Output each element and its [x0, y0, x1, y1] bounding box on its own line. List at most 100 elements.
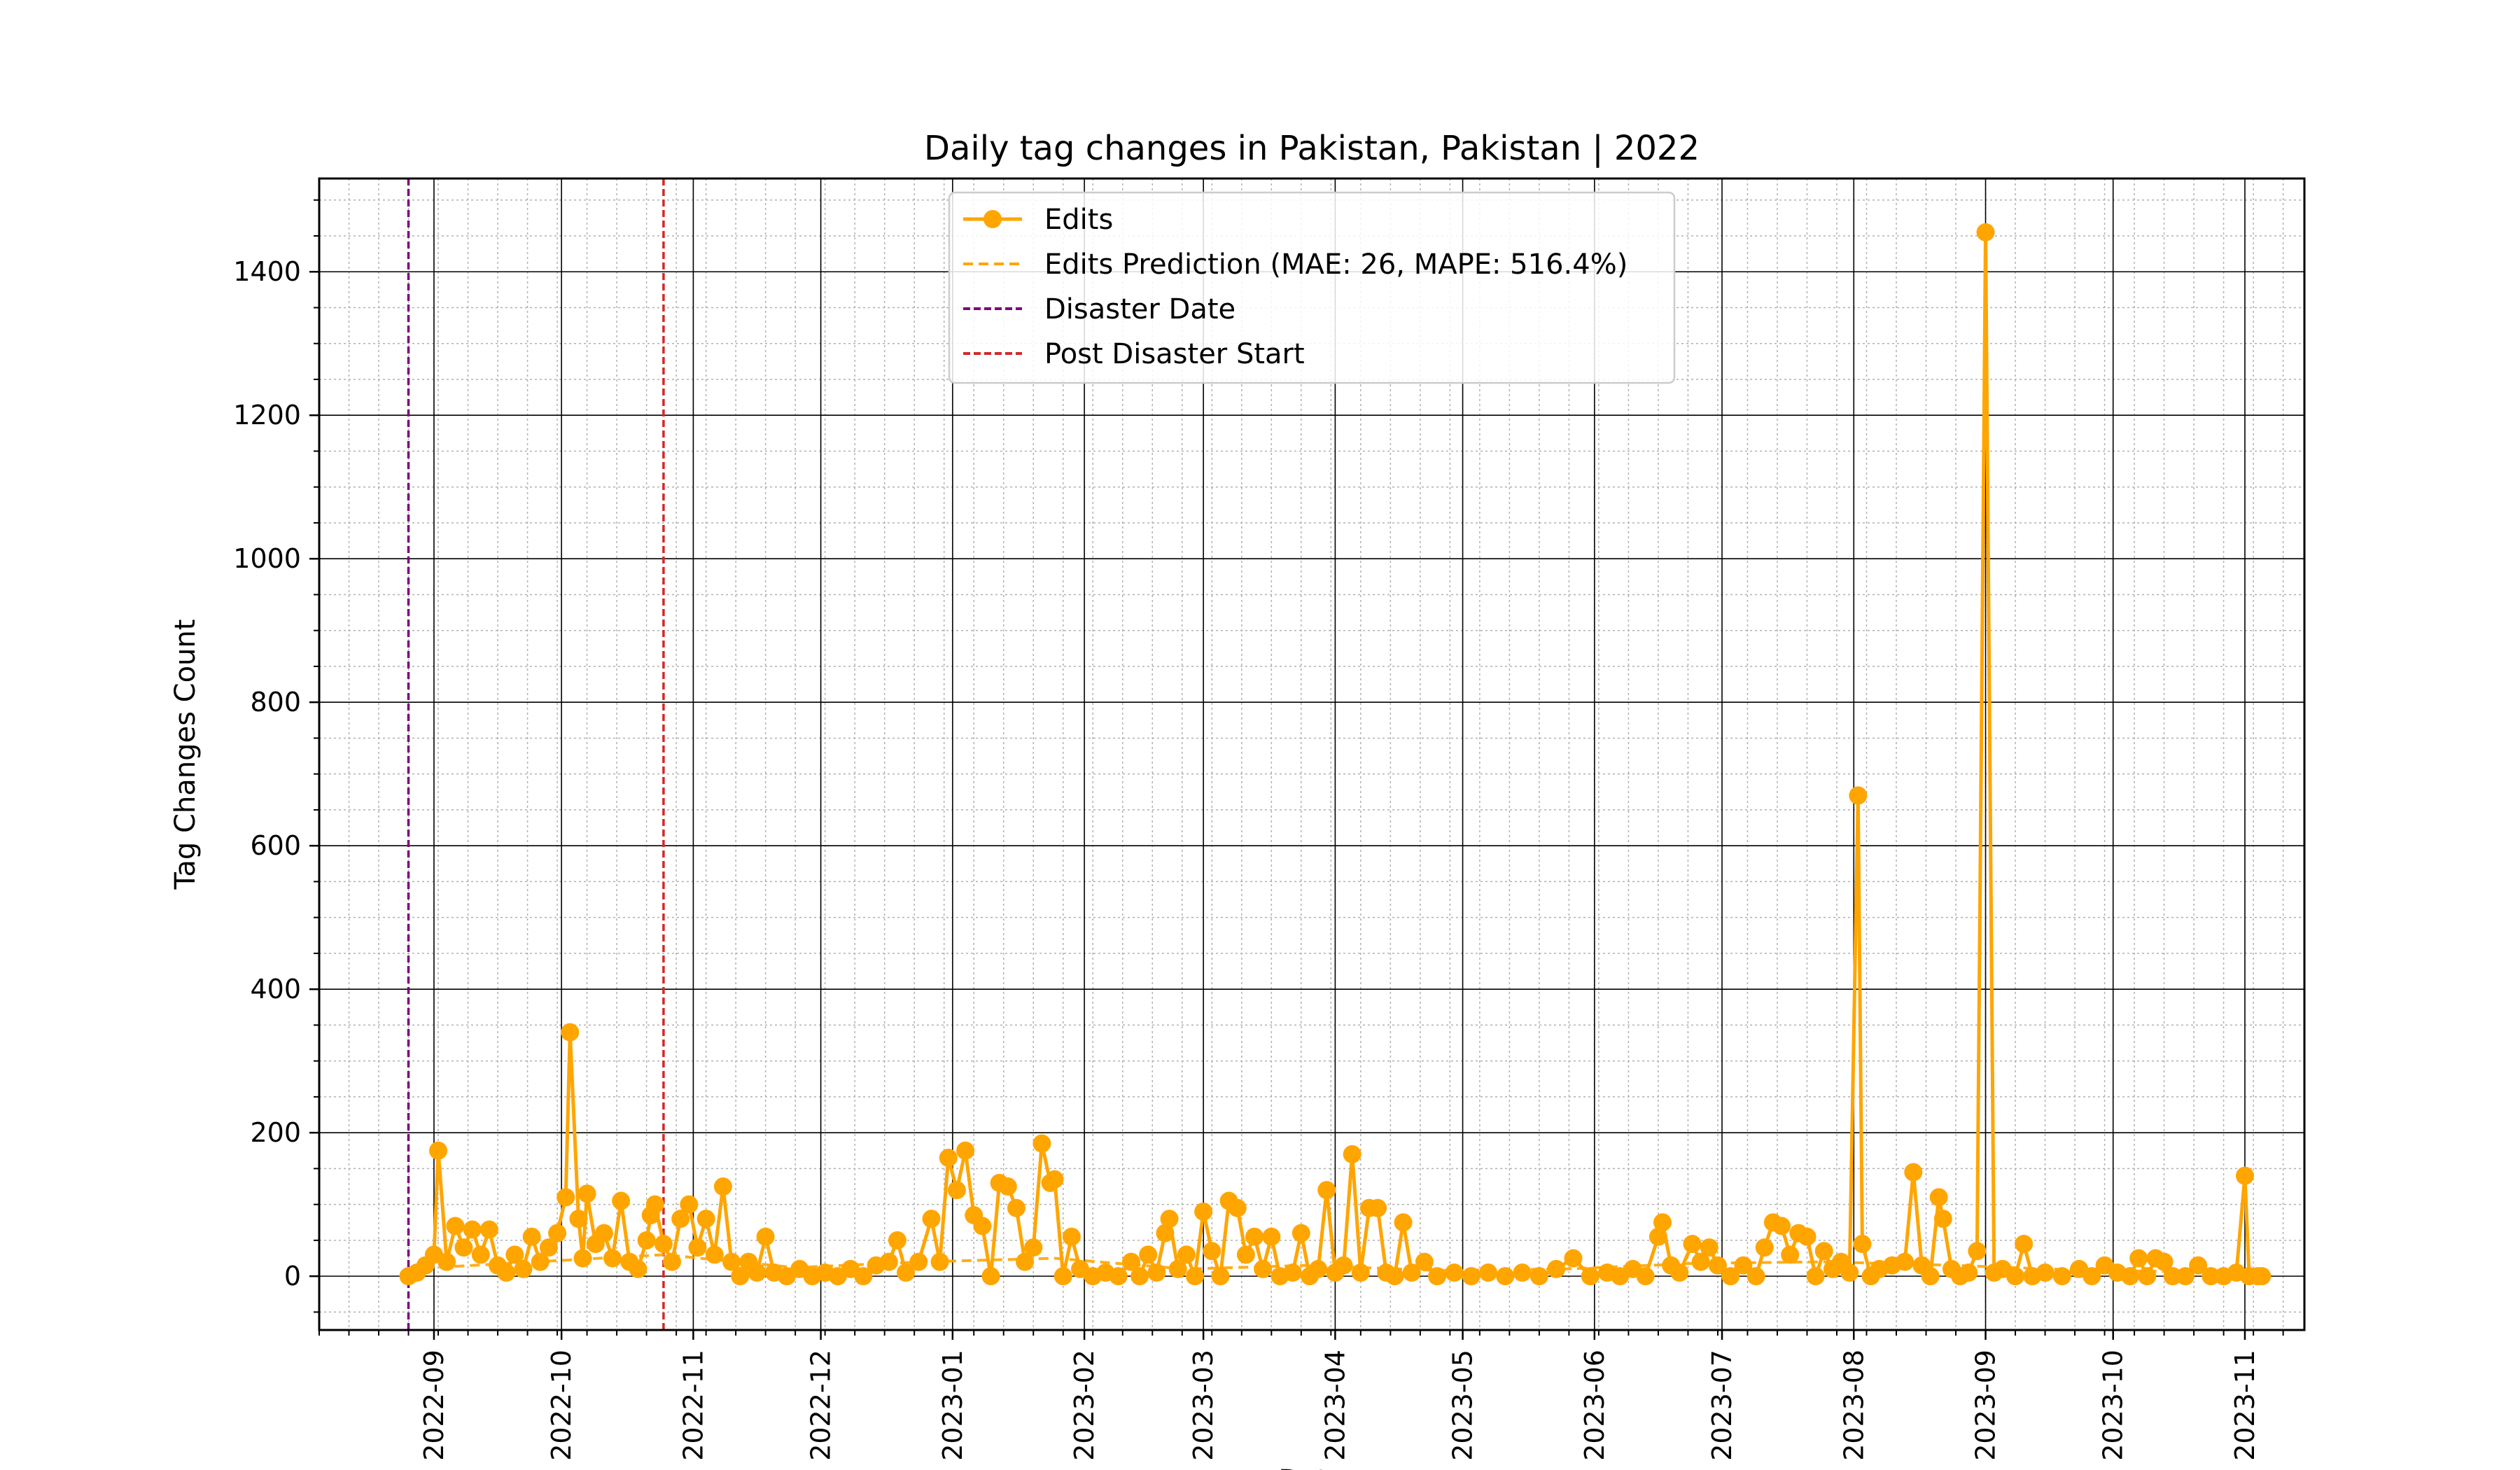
edits-data-point — [930, 1252, 949, 1271]
edits-data-point — [1853, 1235, 1872, 1254]
x-tick-label: 2022-12 — [806, 1350, 836, 1461]
edits-data-point — [1203, 1242, 1222, 1261]
edits-data-point — [1896, 1252, 1914, 1271]
y-tick-label: 1400 — [233, 256, 301, 287]
edits-data-point — [1109, 1267, 1128, 1286]
edits-data-point — [722, 1252, 741, 1271]
y-tick-label: 1000 — [233, 543, 301, 574]
edits-data-point — [1428, 1267, 1447, 1286]
series-layer — [399, 223, 2272, 1286]
x-tick-label: 2023-10 — [2098, 1350, 2129, 1461]
edits-data-point — [888, 1231, 906, 1250]
edits-data-point — [429, 1141, 448, 1160]
x-tick-label: 2023-11 — [2230, 1350, 2260, 1461]
edits-data-point — [1968, 1242, 1987, 1261]
edits-data-point — [2235, 1166, 2254, 1185]
edits-data-point — [1415, 1252, 1434, 1271]
edits-data-point — [1636, 1267, 1655, 1286]
edits-data-point — [1177, 1245, 1196, 1264]
edits-data-point — [446, 1217, 465, 1236]
x-tick-label: 2023-04 — [1320, 1350, 1350, 1461]
edits-data-point — [909, 1252, 928, 1271]
edits-data-point — [1530, 1267, 1548, 1286]
y-tick-label: 0 — [284, 1261, 301, 1292]
edits-data-point — [688, 1238, 707, 1257]
edits-data-point — [1849, 786, 1868, 805]
edits-data-point — [1929, 1188, 1948, 1207]
edits-data-point — [1292, 1224, 1310, 1242]
edits-data-point — [637, 1231, 656, 1250]
edits-data-point — [2036, 1264, 2054, 1282]
edits-data-point — [1445, 1264, 1464, 1282]
edits-data-point — [1734, 1256, 1753, 1275]
edits-data-point — [1032, 1134, 1051, 1153]
edits-data-point — [998, 1177, 1017, 1196]
edits-data-point — [973, 1217, 992, 1236]
edits-data-point — [1814, 1242, 1833, 1261]
edits-data-point — [1402, 1264, 1421, 1282]
legend-label: Edits Prediction (MAE: 26, MAPE: 516.4%) — [1044, 248, 1628, 281]
edits-data-point — [1262, 1227, 1281, 1246]
edits-data-point — [1156, 1224, 1175, 1242]
edits-data-point — [897, 1264, 916, 1282]
x-tick-label: 2023-07 — [1707, 1350, 1737, 1461]
reference-lines — [407, 178, 665, 1330]
edits-data-point — [1343, 1144, 1362, 1163]
edits-data-point — [2006, 1267, 2025, 1286]
edits-data-point — [471, 1245, 490, 1264]
edits-data-point — [981, 1267, 1000, 1286]
x-tick-label: 2023-09 — [1970, 1350, 2001, 1461]
edits-data-point — [1245, 1227, 1264, 1246]
edits-data-point — [573, 1249, 592, 1268]
edits-data-point — [680, 1195, 699, 1214]
legend-marker — [983, 210, 1002, 228]
edits-data-point — [1462, 1267, 1480, 1286]
edits-data-point — [1168, 1259, 1187, 1278]
y-tick-label: 1200 — [233, 400, 301, 430]
edits-data-point — [1564, 1249, 1583, 1268]
legend-label: Post Disaster Start — [1044, 338, 1305, 370]
edits-data-point — [1254, 1259, 1273, 1278]
edits-data-point — [939, 1149, 958, 1168]
edits-data-point — [1653, 1213, 1672, 1232]
plot-frame — [318, 177, 2306, 1331]
edits-data-point — [663, 1252, 682, 1271]
edits-data-point — [854, 1267, 873, 1286]
edits-data-point — [1016, 1252, 1035, 1271]
x-tick-label: 2022-10 — [546, 1350, 577, 1461]
y-tick-label: 600 — [250, 830, 301, 861]
edits-data-point — [947, 1181, 966, 1200]
edits-data-point — [731, 1267, 750, 1286]
x-tick-label: 2023-08 — [1838, 1350, 1869, 1461]
edits-data-point — [1228, 1198, 1247, 1217]
legend-label: Disaster Date — [1044, 293, 1236, 326]
y-axis-label: Tag Changes Count — [169, 620, 202, 890]
edits-data-point — [756, 1227, 775, 1246]
edits-data-point — [1547, 1259, 1566, 1278]
edits-data-point — [879, 1252, 898, 1271]
edits-data-point — [497, 1264, 516, 1282]
legend-label: Edits — [1044, 204, 1113, 236]
edits-data-point — [2189, 1256, 2208, 1275]
edits-data-point — [539, 1238, 558, 1257]
edits-data-point — [2155, 1252, 2174, 1271]
edits-data-point — [922, 1210, 941, 1228]
edits-data-point — [629, 1259, 648, 1278]
edits-data-point — [1130, 1267, 1149, 1286]
edits-data-point — [454, 1238, 473, 1257]
edits-data-point — [578, 1184, 596, 1203]
edits-data-point — [956, 1141, 975, 1160]
edits-data-point — [645, 1195, 664, 1214]
edits-data-point — [1334, 1256, 1353, 1275]
edits-data-point — [705, 1245, 724, 1264]
edits-data-point — [1721, 1267, 1740, 1286]
edits-data-point — [1236, 1245, 1255, 1264]
edits-data-point — [1283, 1264, 1302, 1282]
edits-data-point — [1670, 1264, 1689, 1282]
x-tick-label: 2023-03 — [1188, 1350, 1219, 1461]
edits-data-point — [2176, 1267, 2194, 1286]
edits-data-point — [1781, 1245, 1800, 1264]
x-tick-label: 2022-09 — [419, 1350, 449, 1461]
edits-data-point — [2253, 1267, 2272, 1286]
